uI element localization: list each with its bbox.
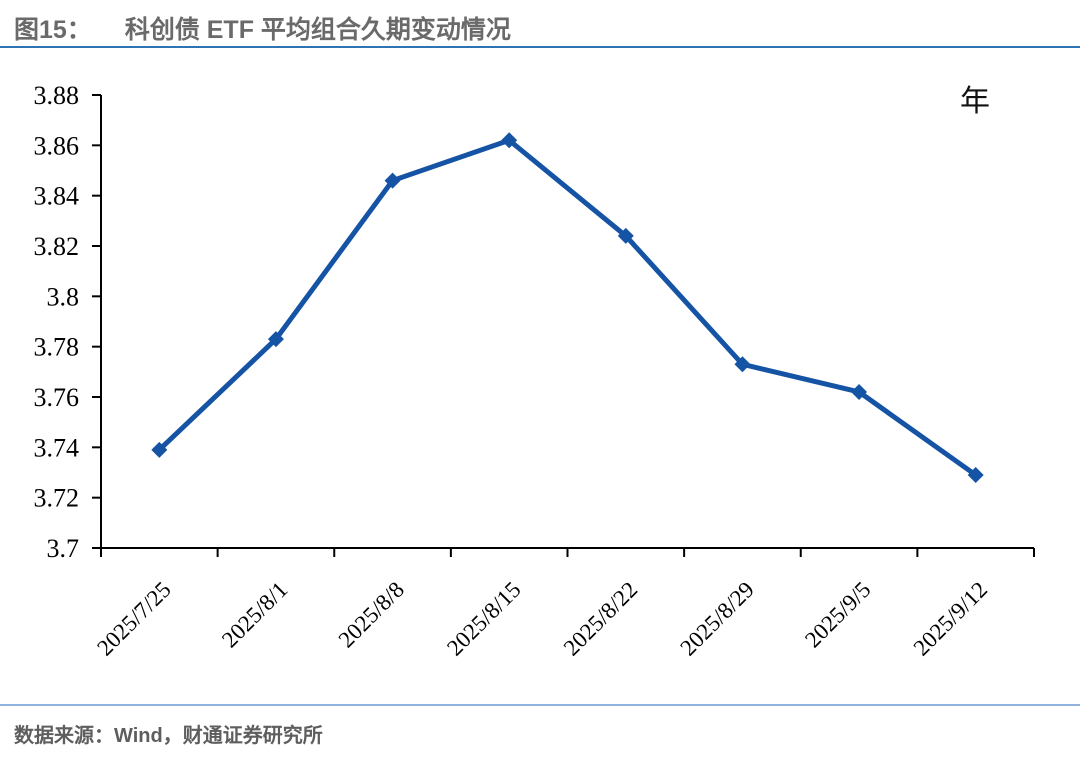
y-tick-label: 3.82 [34,232,80,261]
y-tick-label: 3.88 [34,81,80,110]
chart-header: 图15： 科创债 ETF 平均组合久期变动情况 [14,10,511,46]
x-tick-label: 2025/9/12 [909,577,993,661]
footer-divider-line [0,704,1080,706]
title-divider-line [0,46,1080,48]
y-tick-label: 3.86 [34,131,80,160]
y-tick-label: 3.8 [47,282,80,311]
data-point-marker [734,356,751,373]
data-point-marker [617,227,634,244]
data-point-marker [501,132,518,149]
x-tick-label: 2025/8/1 [217,577,293,653]
y-tick-label: 3.78 [34,333,80,362]
x-tick-label: 2025/8/29 [675,577,759,661]
y-tick-label: 3.74 [34,433,80,462]
x-tick-label: 2025/9/5 [800,577,876,653]
y-tick-label: 3.84 [34,182,80,211]
duration-line-chart: 3.88 3.86 3.84 3.82 3.8 3.78 3.76 3.74 3.72 3.7 20… [34,81,1035,661]
y-tick-label: 3.76 [34,383,80,412]
y-tick-label: 3.72 [34,484,80,513]
x-tick-label: 2025/8/22 [559,577,643,661]
figure-number-label: 图15： [14,16,92,44]
x-tick-label: 2025/8/15 [442,577,526,661]
data-point-marker [967,467,984,484]
data-point-marker [151,441,168,458]
x-tick-label: 2025/7/25 [92,577,176,661]
data-point-marker [267,331,284,348]
data-point-marker [851,383,868,400]
page-title: 科创债 ETF 平均组合久期变动情况 [124,16,511,44]
data-point-marker [384,172,401,189]
y-tick-label: 3.7 [47,534,80,563]
data-source-note: 数据来源：Wind，财通证券研究所 [14,725,323,747]
series-line [157,137,978,478]
y-axis-unit-label: 年 [960,85,990,118]
x-tick-label: 2025/8/8 [334,577,410,653]
